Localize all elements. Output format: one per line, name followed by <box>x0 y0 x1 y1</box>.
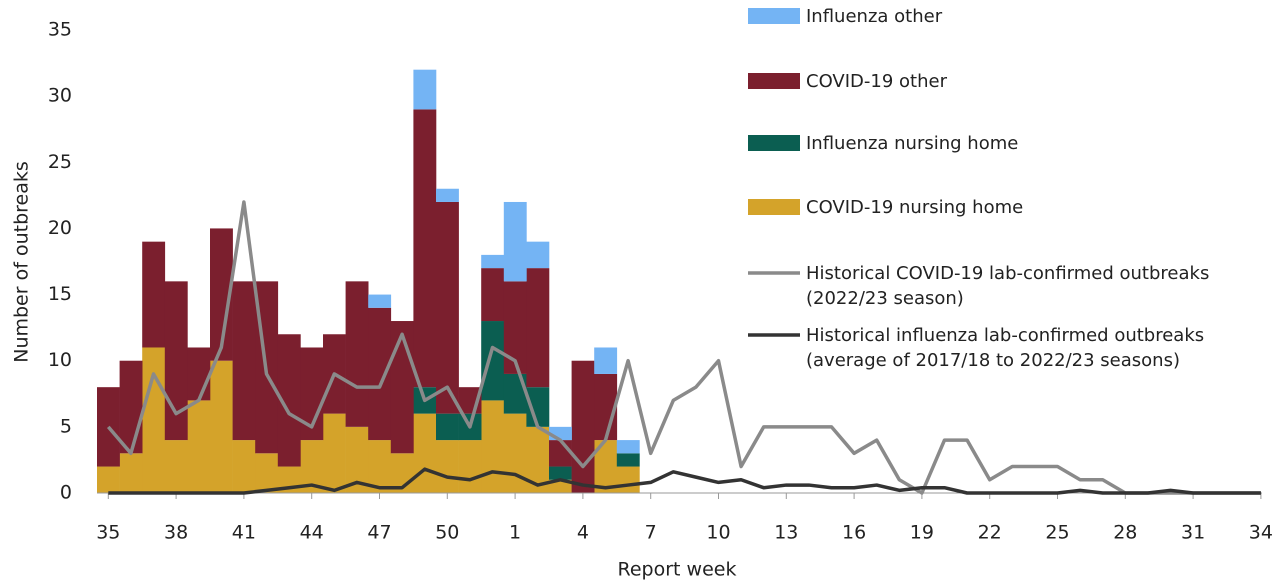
x-tick-label: 13 <box>774 522 798 544</box>
bar-segment <box>436 413 459 441</box>
y-tick-label: 15 <box>48 283 72 305</box>
bar-segment <box>616 440 640 454</box>
bar-segment <box>571 360 595 493</box>
legend-label: Historical influenza lab-confirmed outbr… <box>806 325 1205 371</box>
bar-segment <box>413 69 437 110</box>
y-tick-label: 0 <box>60 482 72 504</box>
bar-segment <box>232 281 256 441</box>
y-tick-label: 10 <box>48 349 72 371</box>
y-axis-title: Number of outbreaks <box>11 161 33 363</box>
bar-segment <box>413 413 437 493</box>
legend-label: Influenza other <box>806 6 943 27</box>
bar-segment <box>616 453 640 467</box>
bar-segment <box>119 360 143 454</box>
bar-segment <box>549 440 572 467</box>
bar-segment <box>142 347 166 493</box>
bar-segment <box>594 440 618 493</box>
y-tick-label: 30 <box>48 85 72 107</box>
bar-segment <box>503 201 527 282</box>
legend-label: COVID-19 other <box>806 71 947 92</box>
legend-label: Influenza nursing home <box>806 133 1019 154</box>
x-tick-label: 31 <box>1181 522 1205 544</box>
x-tick-label: 4 <box>577 522 589 544</box>
bar-segment <box>526 387 550 427</box>
bar-segment <box>526 426 550 493</box>
legend-label: Historical COVID-19 lab-confirmed outbre… <box>806 263 1210 309</box>
bar-segment <box>368 307 392 441</box>
bar-segment <box>390 321 414 454</box>
y-tick-label: 25 <box>48 151 72 173</box>
x-tick-label: 44 <box>300 522 324 544</box>
x-tick-label: 7 <box>645 522 657 544</box>
bar-segment <box>142 241 166 348</box>
bar-segment <box>481 254 505 269</box>
bar-segment <box>481 321 505 401</box>
bar-segment <box>481 268 505 322</box>
bar-segment <box>413 109 437 388</box>
x-tick-label: 34 <box>1249 522 1273 544</box>
bar-segment <box>436 440 459 493</box>
bar-segment <box>616 466 640 493</box>
bar-segment <box>300 440 324 493</box>
bar-segment <box>345 281 369 427</box>
legend-swatch <box>748 8 800 24</box>
x-tick-label: 47 <box>367 522 391 544</box>
y-tick-label: 35 <box>48 19 72 41</box>
x-tick-label: 50 <box>435 522 459 544</box>
bar-segment <box>232 440 256 493</box>
y-tick-label: 5 <box>60 415 72 437</box>
bar-segment <box>481 400 505 493</box>
bar-segment <box>503 373 527 414</box>
bar-segment <box>368 294 392 308</box>
x-tick-label: 10 <box>706 522 730 544</box>
x-tick-label: 38 <box>164 522 188 544</box>
bar-segment <box>503 281 527 374</box>
legend-label: COVID-19 nursing home <box>806 197 1024 218</box>
bar-segment <box>210 360 233 493</box>
x-tick-label: 28 <box>1113 522 1137 544</box>
legend-swatch <box>748 199 800 215</box>
bar-segment <box>458 440 482 493</box>
bar-segment <box>436 201 459 414</box>
bar-segment <box>526 241 550 269</box>
y-tick-label: 20 <box>48 217 72 239</box>
bar-segment <box>503 413 527 493</box>
bar-segment <box>97 466 120 493</box>
x-tick-label: 16 <box>842 522 866 544</box>
bar-segment <box>187 347 211 401</box>
bar-segment <box>436 188 459 202</box>
x-tick-label: 22 <box>978 522 1002 544</box>
bar-segment <box>526 268 550 388</box>
bar-segment <box>594 347 618 374</box>
bar-segment <box>164 281 188 441</box>
line-series <box>106 200 1261 495</box>
legend-swatch <box>748 73 800 89</box>
line-series <box>108 467 1261 495</box>
bar-segment <box>119 453 143 493</box>
bar-segment <box>187 400 211 493</box>
bar-segment <box>549 466 572 480</box>
bar-segment <box>164 440 188 493</box>
bar-segment <box>368 440 392 493</box>
bar-segment <box>277 334 301 467</box>
bar-segment <box>345 426 369 493</box>
x-tick-label: 35 <box>96 522 120 544</box>
bar-segment <box>323 413 346 493</box>
x-tick-label: 41 <box>232 522 256 544</box>
x-axis-title: Report week <box>618 559 737 581</box>
x-tick-label: 19 <box>910 522 934 544</box>
bar-segment <box>210 228 233 361</box>
x-tick-label: 1 <box>509 522 521 544</box>
x-tick-label: 25 <box>1045 522 1069 544</box>
legend-swatch <box>748 135 800 151</box>
bar-segment <box>549 479 572 493</box>
bar-segment <box>255 453 279 493</box>
